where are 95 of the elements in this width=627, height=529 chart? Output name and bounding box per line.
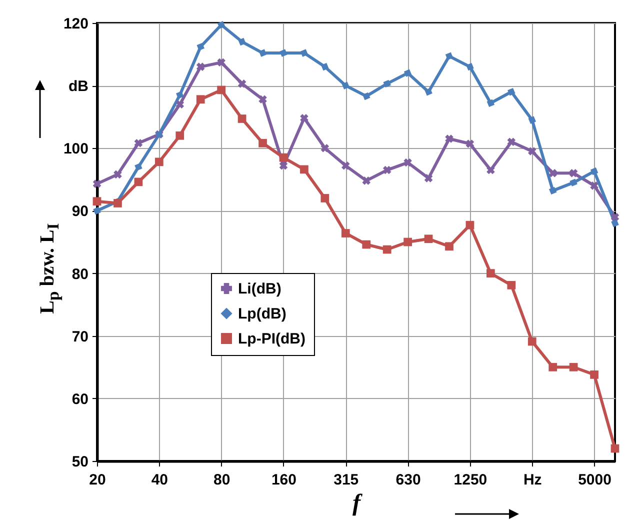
point <box>382 245 392 254</box>
point <box>424 88 432 96</box>
point <box>362 92 370 100</box>
point <box>466 62 474 71</box>
point <box>238 114 246 123</box>
legend-label: Li(dB) <box>238 280 282 298</box>
point <box>196 95 205 104</box>
point <box>362 176 370 185</box>
legend-label: Lp-PI(dB) <box>238 330 306 348</box>
point <box>93 206 101 215</box>
point <box>238 80 246 88</box>
y-tick-label: 90 <box>72 203 88 220</box>
point <box>217 21 226 29</box>
point <box>507 138 516 146</box>
y-tick-label: 120 <box>63 16 88 32</box>
point <box>466 140 474 148</box>
point <box>196 62 205 71</box>
point <box>548 169 557 178</box>
point <box>280 49 288 57</box>
point <box>92 180 102 188</box>
point <box>404 158 412 167</box>
point <box>300 165 308 174</box>
point <box>486 99 495 107</box>
x-tick-label: 160 <box>271 472 296 488</box>
point <box>508 88 516 96</box>
point <box>238 38 246 46</box>
point <box>258 138 267 148</box>
point <box>300 114 308 122</box>
point <box>258 95 267 104</box>
point <box>134 138 143 148</box>
x-tick-label: 5000 <box>578 472 612 488</box>
point <box>92 197 102 206</box>
point <box>570 178 578 186</box>
point <box>362 240 371 249</box>
point <box>154 158 164 166</box>
point <box>424 234 433 244</box>
point <box>217 86 226 94</box>
point <box>507 280 516 290</box>
point <box>611 219 619 228</box>
point <box>528 116 536 124</box>
point <box>445 134 454 143</box>
point <box>466 220 474 230</box>
x-tick-label: 315 <box>334 472 359 488</box>
y-tick-label: 60 <box>72 390 88 408</box>
point <box>300 49 308 57</box>
point <box>341 229 350 238</box>
point <box>610 212 620 222</box>
x-axis-title: f <box>352 490 362 516</box>
point <box>342 162 350 170</box>
point <box>590 370 598 379</box>
point <box>321 62 329 71</box>
x-tick-label: Hz <box>523 472 542 488</box>
point <box>176 100 184 108</box>
point <box>404 69 412 77</box>
point <box>528 337 536 346</box>
point <box>445 52 454 60</box>
x-tick-label: 40 <box>151 472 168 488</box>
point <box>548 362 558 372</box>
y-tick-label: 70 <box>72 328 88 346</box>
point <box>548 186 557 195</box>
point <box>404 238 412 246</box>
point <box>486 166 495 174</box>
y-tick-label: dB <box>68 78 89 96</box>
point <box>320 194 330 202</box>
point <box>176 91 184 99</box>
point <box>217 58 226 67</box>
y-tick-label: 50 <box>72 454 88 470</box>
point <box>590 182 598 190</box>
legend-label: Lp(dB) <box>238 306 286 322</box>
point <box>279 162 288 170</box>
point <box>569 362 578 372</box>
x-tick-label: 630 <box>396 472 421 488</box>
point <box>486 269 495 278</box>
x-tick-label: 80 <box>213 472 230 488</box>
point <box>279 153 288 162</box>
x-tick-label: 20 <box>89 472 106 488</box>
point <box>569 169 578 178</box>
x-tick-label: 1250 <box>454 472 488 488</box>
point <box>176 131 184 140</box>
point <box>424 174 433 182</box>
point <box>382 166 392 174</box>
point <box>134 178 143 186</box>
point <box>196 42 204 51</box>
point <box>445 242 454 251</box>
point <box>114 170 122 179</box>
point <box>610 444 620 453</box>
y-tick-label: 80 <box>72 266 88 283</box>
point <box>383 80 391 88</box>
y-tick-label: 100 <box>63 140 88 158</box>
point <box>342 82 350 90</box>
point <box>134 163 142 171</box>
point <box>590 167 598 176</box>
point <box>528 147 536 156</box>
point <box>258 49 267 57</box>
point <box>320 144 330 152</box>
